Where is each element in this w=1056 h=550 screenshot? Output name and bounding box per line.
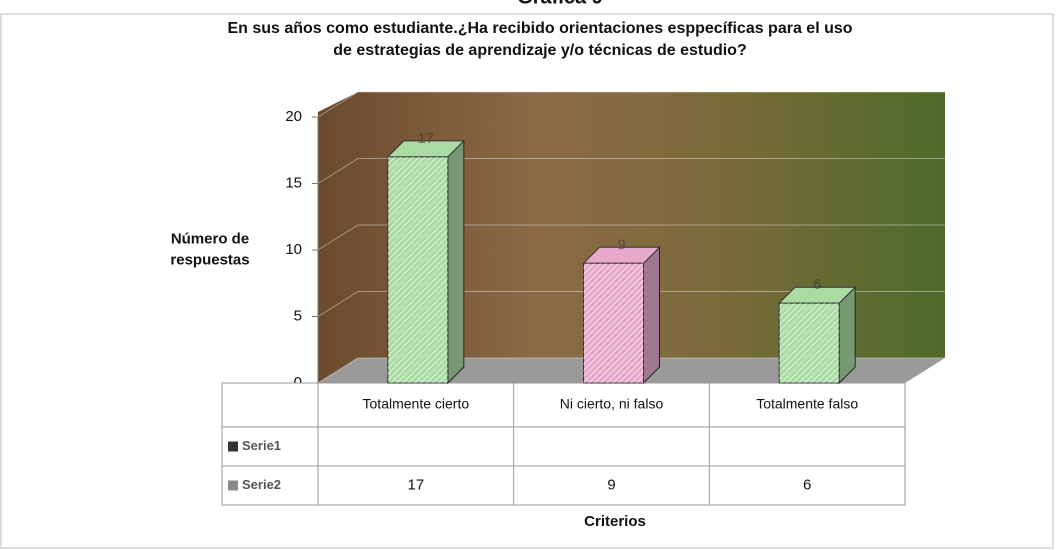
- table-value: 6: [803, 476, 811, 493]
- bar-side: [447, 139, 465, 385]
- data-label: 17: [417, 130, 434, 147]
- table-value: 9: [607, 476, 615, 493]
- legend-label: Serie2: [242, 477, 281, 492]
- chart-title: En sus años como estudiante.¿Ha recibido…: [227, 20, 852, 59]
- legend-swatch: [228, 441, 238, 452]
- bar-side: [838, 285, 856, 385]
- grid-line: [317, 291, 945, 317]
- bar-texture: [779, 303, 840, 383]
- x-tick-label: Totalmente falso: [756, 396, 858, 412]
- legend-label: Serie1: [242, 438, 281, 453]
- data-label: 9: [617, 236, 625, 253]
- grid-line: [317, 357, 945, 384]
- table-frame: [221, 382, 906, 506]
- bar-texture: [583, 263, 644, 383]
- chart-heading: Gráfica 9: [517, 0, 603, 8]
- y-tick-label: 10: [285, 241, 302, 258]
- x-tick-label: Ni cierto, ni falso: [560, 396, 664, 412]
- y-tick-label: 5: [294, 307, 302, 324]
- y-tick-label: 20: [285, 108, 302, 125]
- data-label: 6: [813, 276, 821, 293]
- bar-texture: [387, 156, 448, 383]
- x-axis-label: Criterios: [584, 513, 646, 530]
- table-value: 17: [407, 476, 424, 493]
- y-axis-label: Número de respuestas: [170, 230, 249, 268]
- grid-line: [317, 91, 945, 118]
- legend-swatch: [228, 480, 238, 491]
- bar-side: [643, 246, 660, 385]
- grid-line: [317, 224, 945, 251]
- x-tick-label: Totalmente cierto: [363, 396, 470, 412]
- grid-line: [317, 158, 945, 184]
- y-tick-label: 15: [285, 174, 302, 191]
- y-tick-label: 0: [294, 374, 302, 391]
